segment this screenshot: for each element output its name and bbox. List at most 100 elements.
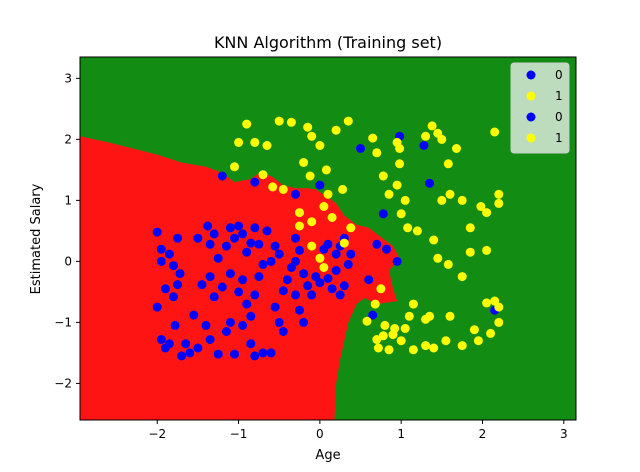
plot-area: −2 −1 0 1 2 3 −2 −1 0 1 2 3 — [54, 56, 577, 441]
point-class-0 — [315, 278, 325, 288]
legend-marker — [526, 91, 536, 101]
point-class-0 — [250, 290, 260, 300]
point-class-1 — [490, 127, 500, 137]
x-tick-label: −2 — [148, 427, 166, 441]
point-class-1 — [378, 171, 388, 181]
point-class-1 — [494, 317, 504, 327]
point-class-0 — [323, 239, 333, 249]
point-class-0 — [169, 261, 178, 271]
point-class-0 — [209, 292, 219, 302]
point-class-0 — [331, 266, 341, 275]
point-class-1 — [457, 272, 467, 282]
point-class-1 — [482, 245, 492, 255]
point-class-0 — [230, 349, 239, 359]
point-class-1 — [230, 162, 239, 172]
y-tick-label: 1 — [64, 193, 72, 207]
point-class-1 — [343, 116, 353, 126]
point-class-0 — [185, 348, 195, 358]
point-class-1 — [396, 209, 406, 219]
x-axis-label: Age — [315, 448, 340, 463]
point-class-0 — [425, 178, 435, 188]
point-class-0 — [205, 272, 215, 282]
point-class-1 — [339, 238, 349, 248]
point-class-0 — [152, 302, 162, 312]
point-class-0 — [315, 180, 325, 190]
point-class-0 — [246, 238, 256, 248]
point-class-0 — [307, 290, 317, 300]
legend: 0 1 0 1 — [510, 62, 570, 154]
y-tick-label: −2 — [54, 376, 72, 390]
point-class-0 — [160, 343, 170, 353]
point-class-1 — [437, 195, 447, 205]
point-class-1 — [373, 343, 383, 353]
point-class-0 — [164, 249, 174, 259]
point-class-1 — [307, 131, 317, 141]
point-class-0 — [177, 351, 187, 361]
point-class-0 — [378, 209, 388, 219]
point-class-1 — [268, 182, 278, 192]
point-class-1 — [258, 170, 268, 180]
point-class-0 — [270, 241, 280, 251]
point-class-1 — [278, 184, 288, 194]
point-class-0 — [291, 233, 300, 243]
point-class-0 — [197, 280, 207, 290]
point-class-0 — [225, 223, 235, 233]
point-class-0 — [266, 348, 276, 358]
point-class-0 — [299, 317, 309, 327]
point-class-0 — [250, 351, 260, 361]
point-class-0 — [335, 290, 345, 300]
point-class-0 — [160, 284, 170, 294]
x-tick-label: 1 — [397, 427, 405, 441]
point-class-1 — [384, 345, 394, 355]
point-class-0 — [254, 239, 264, 249]
point-class-0 — [295, 245, 304, 255]
point-class-1 — [486, 328, 496, 338]
point-class-1 — [421, 341, 431, 351]
point-class-0 — [331, 249, 341, 259]
point-class-0 — [169, 292, 178, 302]
point-class-0 — [205, 239, 215, 249]
point-class-0 — [291, 290, 300, 300]
point-class-0 — [156, 335, 166, 344]
legend-label: 0 — [555, 68, 563, 82]
chart-title: KNN Algorithm (Training set) — [214, 33, 442, 52]
point-class-0 — [270, 302, 280, 312]
point-class-0 — [242, 299, 252, 309]
point-class-1 — [307, 241, 317, 251]
point-class-1 — [425, 311, 435, 321]
point-class-0 — [246, 311, 256, 321]
point-class-0 — [254, 272, 264, 282]
point-class-1 — [295, 221, 304, 231]
y-tick-label: 3 — [64, 71, 72, 85]
point-class-1 — [319, 202, 329, 211]
point-class-1 — [321, 165, 331, 175]
point-class-0 — [419, 141, 429, 150]
legend-label: 0 — [555, 110, 563, 124]
axes-frame — [79, 56, 577, 421]
y-tick-label: −1 — [54, 315, 72, 329]
point-class-1 — [372, 335, 382, 344]
point-class-1 — [404, 311, 414, 321]
point-class-0 — [238, 320, 248, 330]
x-tick-label: −1 — [230, 427, 248, 441]
point-class-1 — [396, 336, 406, 346]
legend-label: 1 — [555, 131, 563, 145]
legend-box — [510, 62, 570, 154]
point-class-1 — [421, 131, 431, 141]
point-class-0 — [242, 247, 252, 257]
point-class-0 — [295, 305, 304, 315]
point-class-1 — [295, 208, 304, 218]
point-class-1 — [286, 117, 296, 127]
point-class-0 — [217, 282, 227, 292]
point-class-1 — [368, 133, 378, 143]
point-class-1 — [452, 144, 461, 153]
point-class-0 — [193, 233, 203, 243]
point-class-1 — [494, 302, 504, 312]
point-class-1 — [445, 311, 455, 321]
point-class-1 — [429, 343, 439, 353]
point-class-1 — [307, 217, 317, 227]
point-class-1 — [465, 223, 475, 233]
point-class-1 — [370, 299, 380, 309]
point-class-1 — [412, 226, 422, 236]
point-class-0 — [201, 320, 211, 330]
